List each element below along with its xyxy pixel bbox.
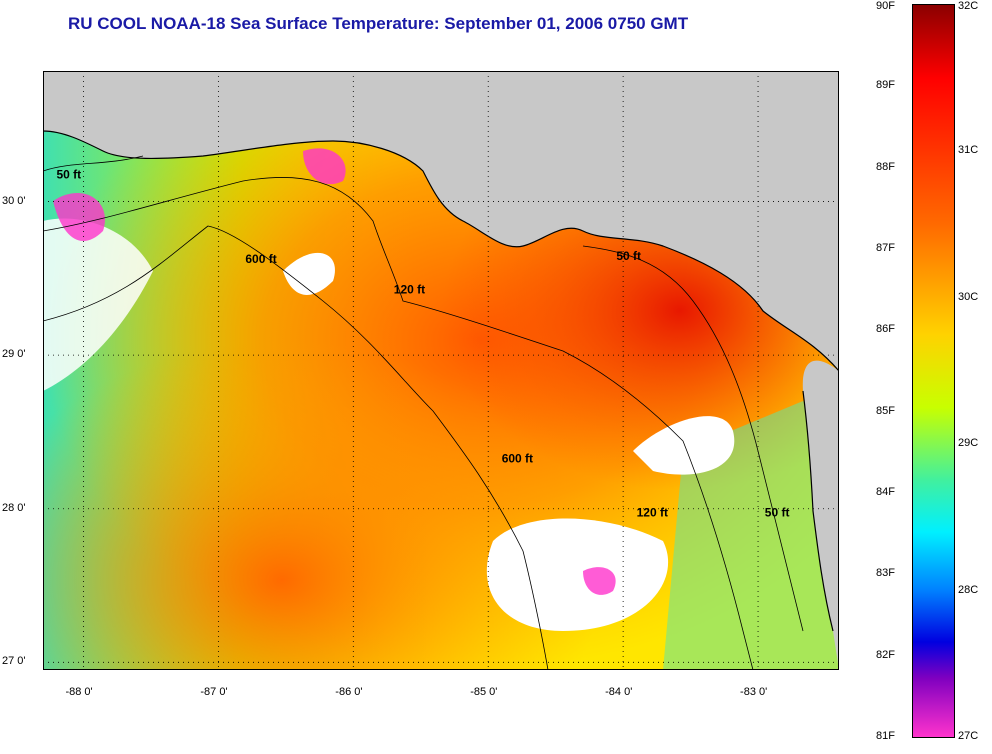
- colorbar-f-label: 83F: [876, 567, 895, 580]
- contour-label: 50 ft: [765, 505, 790, 519]
- colorbar-f-label: 84F: [876, 486, 895, 498]
- lon-tick-label: -86 0': [335, 686, 363, 698]
- cloud-patch: [283, 252, 335, 295]
- contour-label: 50 ft: [56, 168, 81, 182]
- land-north: [43, 71, 839, 371]
- contour-120ft: [42, 176, 754, 671]
- sst-map-svg: 50 ft 600 ft 120 ft 50 ft 600 ft 120 ft 50 ft: [42, 71, 840, 671]
- colorbar-c-label: 27C: [958, 730, 979, 742]
- colorbar-f-label: 88F: [876, 160, 895, 173]
- colorbar-f-label: 86F: [876, 323, 895, 336]
- lat-tick-label: 29 0': [2, 348, 26, 361]
- contour-label: 600 ft: [502, 452, 533, 466]
- colorbar-c-label: 31C: [958, 144, 979, 157]
- coastline-east: [802, 390, 834, 632]
- colorbar-f-label: 89F: [876, 79, 895, 92]
- map-frame: [43, 71, 839, 670]
- contour-label: 120 ft: [394, 283, 425, 297]
- lat-tick-label: 27 0': [2, 655, 26, 668]
- colorbar-c-label: 30C: [958, 290, 979, 303]
- lon-tick-label: -85 0': [470, 686, 498, 698]
- land-east: [802, 360, 839, 670]
- sst-map: 50 ft 600 ft 120 ft 50 ft 600 ft 120 ft 50 ft: [42, 71, 840, 671]
- colorbar-f-label: 82F: [876, 648, 895, 661]
- coastline-north: [42, 130, 840, 372]
- colorbar-f-label: 85F: [876, 404, 895, 417]
- contour-label: 120 ft: [637, 505, 668, 519]
- colorbar-c-label: 29C: [958, 437, 979, 450]
- cold-patch: [53, 192, 105, 241]
- colorbar-f-label: 81F: [876, 730, 895, 742]
- lon-tick-label: -84 0': [605, 686, 633, 698]
- lat-tick-label: 30 0': [2, 194, 26, 207]
- map-title: RU COOL NOAA-18 Sea Surface Temperature:…: [68, 14, 689, 33]
- lon-tick-label: -88 0': [65, 686, 93, 698]
- cloud-east: [633, 416, 735, 475]
- colorbar-gradient: [913, 5, 954, 737]
- colorbar: [912, 4, 955, 738]
- colorbar-c-label: 28C: [958, 583, 979, 596]
- lat-tick-label: 28 0': [2, 501, 26, 514]
- colorbar-f-label: 87F: [876, 242, 895, 254]
- colorbar-svg: [913, 5, 954, 737]
- cold-patch: [303, 148, 346, 185]
- lon-tick-label: -87 0': [200, 686, 228, 698]
- contour-label: 600 ft: [245, 252, 276, 266]
- contour-50ft: [42, 155, 804, 632]
- colorbar-f-label: 90F: [876, 0, 895, 12]
- cold-patch: [583, 567, 616, 595]
- lon-tick-label: -83 0': [740, 686, 768, 698]
- contour-600ft: [42, 225, 549, 671]
- colorbar-c-label: 32C: [958, 0, 979, 12]
- cloud-west: [43, 218, 153, 391]
- contour-label: 50 ft: [616, 249, 641, 263]
